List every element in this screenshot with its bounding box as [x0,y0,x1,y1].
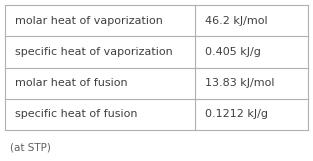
Text: specific heat of vaporization: specific heat of vaporization [15,47,173,57]
Text: 0.1212 kJ/g: 0.1212 kJ/g [205,109,268,119]
Text: 13.83 kJ/mol: 13.83 kJ/mol [205,78,275,88]
Text: molar heat of fusion: molar heat of fusion [15,78,128,88]
Text: 0.405 kJ/g: 0.405 kJ/g [205,47,261,57]
Text: molar heat of vaporization: molar heat of vaporization [15,16,163,26]
Text: specific heat of fusion: specific heat of fusion [15,109,137,119]
Text: 46.2 kJ/mol: 46.2 kJ/mol [205,16,268,26]
Text: (at STP): (at STP) [10,143,51,153]
